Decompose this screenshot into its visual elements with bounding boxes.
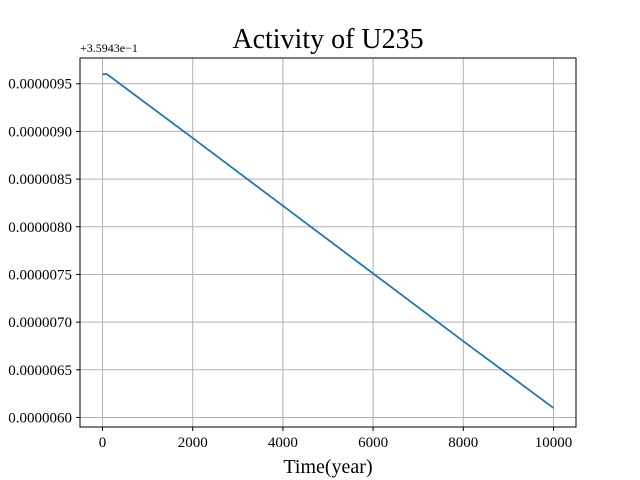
chart-title: Activity of U235	[232, 24, 423, 55]
series-lines	[102, 73, 554, 409]
x-tick-label: 10000	[535, 435, 573, 451]
y-tick-label: 0.0000075	[8, 267, 72, 283]
x-axis-label: Time(year)	[283, 456, 372, 478]
axis-ticks: 0 2000 4000 6000 8000 10000 0.0000060 0.0000065…	[8, 77, 572, 451]
plot-frame	[79, 57, 577, 428]
y-tick-label: 0.0000080	[8, 220, 72, 236]
x-tick-label: 0	[99, 435, 107, 451]
y-tick-label: 0.0000085	[8, 172, 72, 188]
x-tick-label: 4000	[268, 435, 298, 451]
y-axis-offset-label: +3.5943e−1	[80, 41, 138, 55]
y-tick-label: 0.0000065	[8, 363, 72, 379]
y-tick-label: 0.0000095	[8, 77, 72, 93]
grid-lines	[80, 58, 576, 427]
y-tick-label: 0.0000070	[8, 315, 72, 331]
series-line	[102, 73, 554, 409]
x-tick-label: 8000	[448, 435, 478, 451]
x-tick-label: 6000	[358, 435, 388, 451]
x-tick-label: 2000	[178, 435, 208, 451]
y-tick-label: 0.0000090	[8, 124, 72, 140]
y-tick-label: 0.0000060	[8, 410, 72, 426]
